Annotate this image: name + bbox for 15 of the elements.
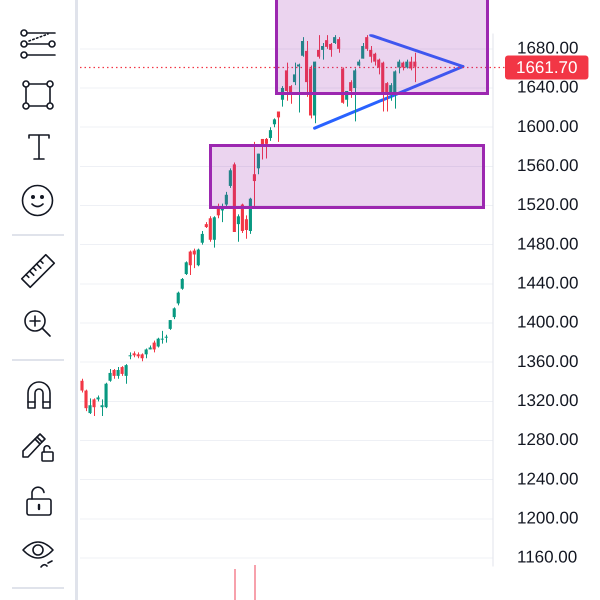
y-tick-label: 1560.00	[517, 156, 578, 176]
y-tick-label: 1360.00	[517, 352, 578, 371]
y-tick-label: 1520.00	[517, 195, 578, 214]
y-tick-label: 1640.00	[517, 78, 578, 97]
y-tick-label: 1240.00	[517, 469, 578, 488]
y-tick-label: 1480.00	[517, 234, 578, 254]
y-tick-label: 1400.00	[517, 312, 578, 332]
y-tick-label: 1280.00	[517, 430, 578, 450]
y-tick-label: 1600.00	[517, 116, 578, 136]
y-tick-label: 1440.00	[517, 274, 578, 293]
ref-line-label: 1661.70	[516, 58, 578, 78]
y-tick-label: 1200.00	[517, 508, 578, 528]
y-tick-label: 1680.00	[517, 38, 578, 58]
y-tick-label: 1320.00	[517, 391, 578, 410]
y-tick-label: 1160.00	[517, 548, 578, 567]
